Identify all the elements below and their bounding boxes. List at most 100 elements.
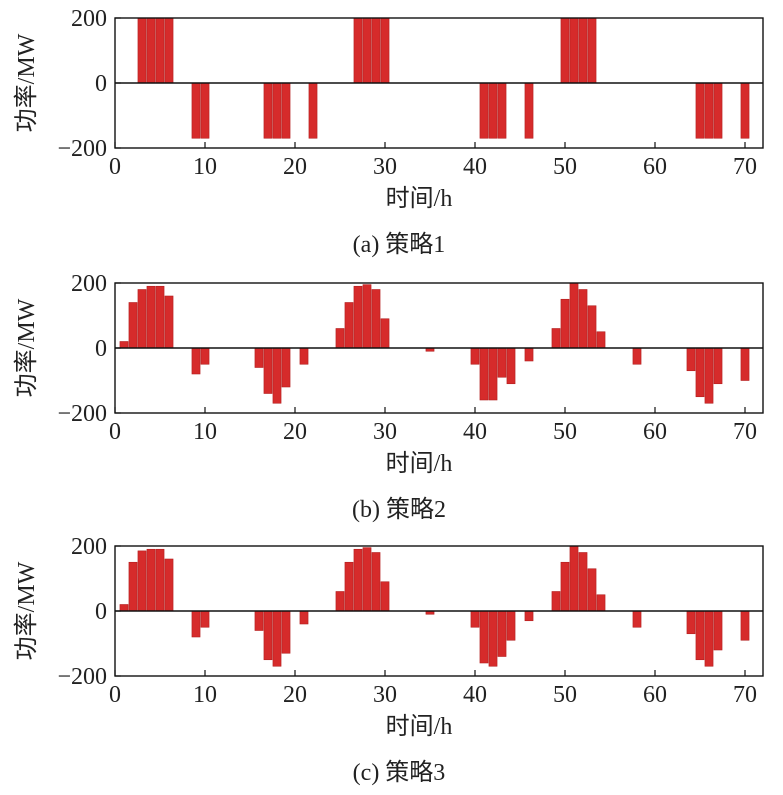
bar [479, 347, 489, 401]
bar-series [137, 17, 750, 139]
bar [362, 284, 372, 349]
bar [362, 547, 372, 612]
x-tick-label: 20 [283, 419, 307, 445]
y-tick-label: 0 [95, 71, 107, 97]
panel-caption: (c) 策略3 [353, 759, 446, 786]
bar [146, 548, 156, 612]
y-tick-label: 0 [95, 599, 107, 625]
bar [740, 347, 750, 381]
bar [308, 82, 318, 139]
y-tick-label: 200 [71, 6, 107, 32]
x-tick-label: 70 [733, 154, 757, 180]
bar [587, 17, 597, 84]
x-tick-label: 60 [643, 154, 667, 180]
x-tick-label: 30 [373, 154, 397, 180]
bar [362, 17, 372, 84]
bar [713, 610, 723, 651]
bar [281, 610, 291, 654]
bar [137, 550, 147, 612]
bar [191, 347, 201, 375]
y-axis-title: 功率/MW [13, 298, 40, 397]
bar [596, 594, 606, 612]
panel-caption: (a) 策略1 [353, 231, 446, 258]
x-tick-label: 60 [643, 682, 667, 708]
bar [272, 347, 282, 404]
x-tick-label: 70 [733, 419, 757, 445]
bar [695, 82, 705, 139]
bar [551, 591, 561, 612]
bar [380, 318, 390, 349]
y-axis-title: 功率/MW [13, 33, 40, 132]
bar [281, 347, 291, 388]
bar [524, 610, 534, 622]
x-tick-label: 50 [553, 154, 577, 180]
bar [704, 610, 714, 667]
x-tick-label: 60 [643, 419, 667, 445]
bar [263, 82, 273, 139]
bar [344, 561, 354, 612]
bar [686, 610, 696, 635]
bar [254, 610, 264, 631]
bar [119, 604, 129, 612]
bar [560, 17, 570, 84]
bar-series [119, 545, 750, 667]
bar [371, 289, 381, 349]
bar [713, 82, 723, 139]
bar [272, 82, 282, 139]
bar [344, 302, 354, 349]
x-tick-label: 40 [463, 419, 487, 445]
bar [146, 285, 156, 349]
bar [686, 347, 696, 372]
bar [137, 17, 147, 84]
bar [470, 347, 480, 365]
y-tick-label: −200 [57, 136, 107, 162]
y-tick-label: −200 [57, 401, 107, 427]
x-axis-title: 时间/h [386, 185, 453, 212]
bar [146, 17, 156, 84]
bar [155, 548, 165, 612]
bar [200, 347, 210, 365]
bar [569, 282, 579, 349]
bar [164, 295, 174, 349]
x-tick-label: 0 [109, 154, 121, 180]
bar [704, 347, 714, 404]
bar [380, 581, 390, 612]
bar [119, 341, 129, 349]
bar [380, 17, 390, 84]
bar [560, 561, 570, 612]
x-tick-label: 30 [373, 419, 397, 445]
x-tick-label: 20 [283, 682, 307, 708]
bar [524, 347, 534, 362]
bar [632, 610, 642, 628]
y-tick-label: 200 [71, 534, 107, 560]
bar [524, 82, 534, 139]
bar [578, 552, 588, 612]
bar [479, 82, 489, 139]
bar [551, 328, 561, 349]
bar [497, 82, 507, 139]
bar [587, 305, 597, 349]
x-tick-label: 10 [193, 419, 217, 445]
y-tick-label: −200 [57, 664, 107, 690]
x-tick-label: 0 [109, 682, 121, 708]
bar [740, 82, 750, 139]
bar [137, 289, 147, 349]
bar [299, 347, 309, 365]
bar [164, 17, 174, 84]
bar [191, 82, 201, 139]
bar [155, 285, 165, 349]
bar [695, 610, 705, 661]
bar [569, 545, 579, 612]
x-tick-label: 10 [193, 154, 217, 180]
bar [299, 610, 309, 625]
bar [353, 17, 363, 84]
x-tick-label: 10 [193, 682, 217, 708]
bar [488, 347, 498, 401]
bar [353, 285, 363, 349]
bar [128, 302, 138, 349]
bar [335, 591, 345, 612]
